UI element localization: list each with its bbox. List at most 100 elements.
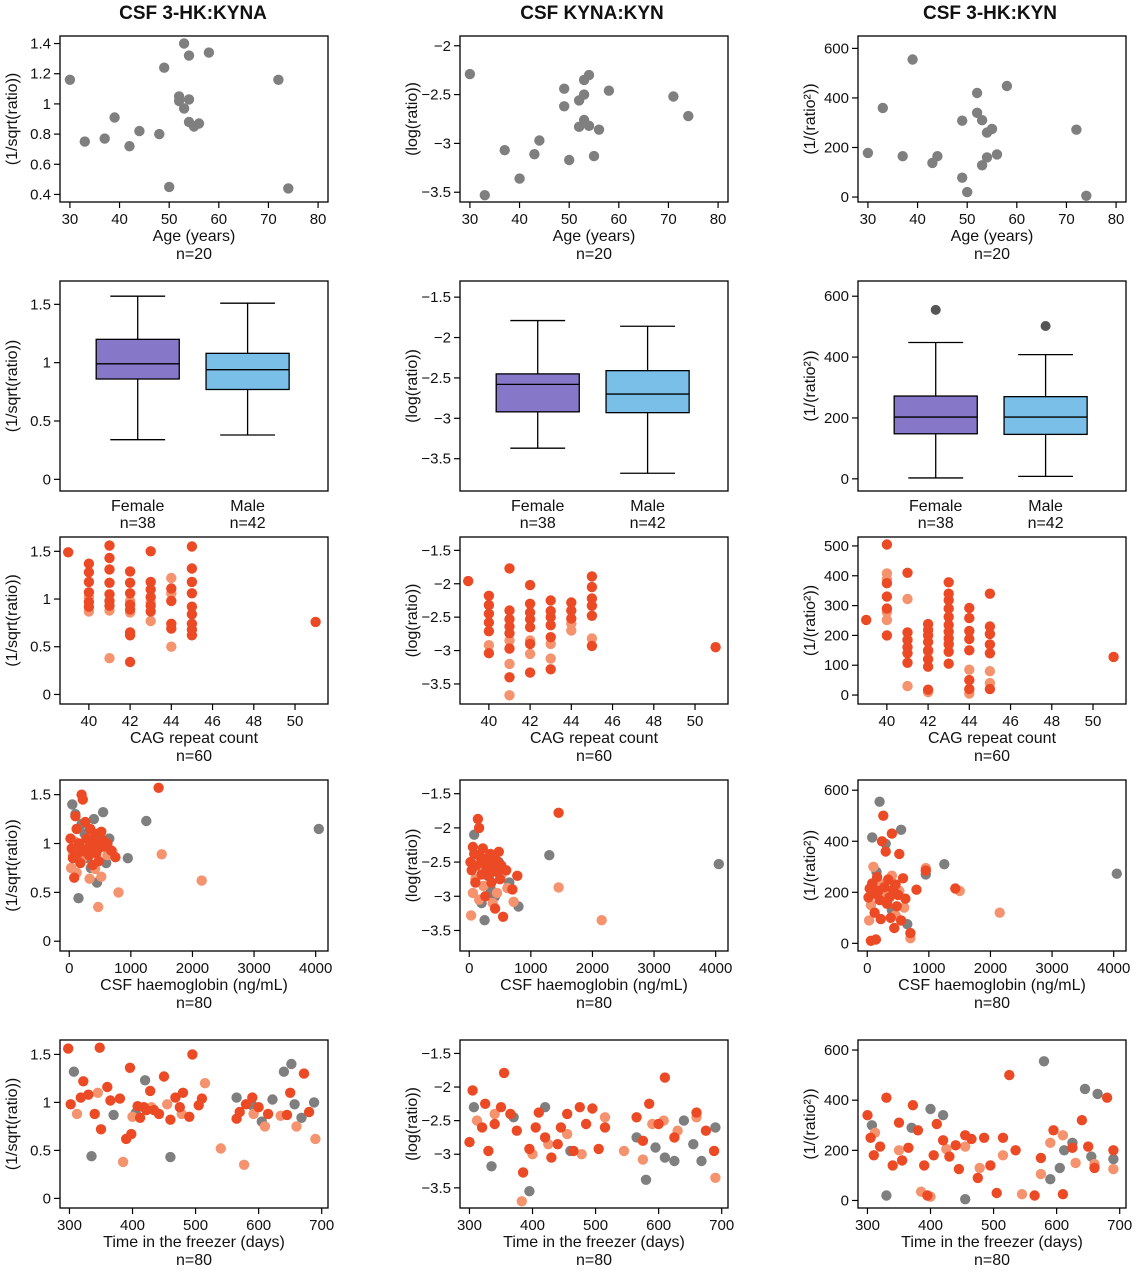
plot-frame (59, 35, 329, 203)
data-point (196, 1093, 208, 1104)
x-axis-label: CSF haemoglobin (ng/mL) (100, 977, 288, 994)
n-label: n=80 (176, 1252, 212, 1269)
outlier-point (1040, 321, 1051, 331)
data-point (1048, 1125, 1059, 1136)
x-tick-label: 700 (1107, 1217, 1132, 1234)
data-point (308, 1097, 320, 1108)
data-point (215, 1143, 226, 1154)
data-point (313, 823, 324, 835)
data-point (964, 602, 975, 614)
data-point (957, 172, 968, 183)
x-axis-label: Time in the freezer (days) (503, 1234, 685, 1251)
data-point (71, 823, 82, 835)
y-tick-label: 400 (824, 568, 849, 585)
y-tick-label: 400 (824, 1092, 849, 1109)
x-tick-label: 300 (457, 1217, 482, 1234)
data-point (480, 891, 491, 902)
data-point (678, 1115, 690, 1126)
data-point (184, 1111, 195, 1123)
y-tick-label: −2 (434, 820, 451, 837)
iqr-box (1003, 396, 1088, 436)
data-point (83, 567, 95, 578)
data-point (124, 566, 136, 577)
data-point (203, 47, 215, 58)
column-title-3hk-kyna: CSF 3-HK:KYNA (119, 3, 267, 24)
data-point (976, 160, 988, 171)
data-point (868, 1150, 879, 1161)
x-tick-label: 300 (57, 1217, 82, 1234)
y-tick-label: 200 (824, 1142, 849, 1159)
data-point (631, 1112, 642, 1123)
data-point (880, 846, 891, 857)
data-point (483, 599, 495, 611)
data-point (178, 103, 190, 114)
data-point (104, 540, 115, 551)
x-tick-label: 48 (645, 713, 662, 730)
data-point (114, 1093, 126, 1104)
data-point (126, 1128, 137, 1140)
plot-frame (459, 35, 729, 203)
data-point (1057, 1130, 1069, 1141)
y-tick-label: −1.5 (421, 289, 451, 306)
x-tick-label: 50 (561, 211, 578, 228)
data-point (1083, 1141, 1094, 1152)
data-point (102, 1081, 113, 1093)
data-point (1045, 1174, 1056, 1185)
data-point (566, 613, 577, 624)
data-point (922, 645, 934, 656)
data-point (881, 578, 893, 589)
data-point (953, 1163, 965, 1175)
x-axis-label: Age (years) (153, 228, 236, 245)
data-point (710, 1172, 721, 1184)
data-point (886, 828, 898, 839)
data-point (895, 824, 907, 835)
y-tick-label: 0 (43, 933, 51, 950)
n-label: n=80 (974, 1252, 1010, 1269)
data-point (1029, 1190, 1040, 1201)
data-point (141, 815, 152, 827)
data-point (174, 1102, 185, 1113)
x-tick-label: 400 (520, 1217, 545, 1234)
y-axis-label: (1/(ratio²)) (802, 83, 819, 154)
y-tick-label: −1.5 (421, 786, 451, 803)
data-point (281, 1109, 293, 1121)
data-point (173, 95, 185, 107)
data-point (984, 621, 996, 632)
x-tick-label: 48 (1043, 713, 1060, 730)
data-point (145, 584, 156, 595)
data-point (919, 1160, 930, 1171)
n-label: n=20 (974, 246, 1010, 263)
data-point (1108, 1153, 1119, 1165)
data-point (618, 1145, 630, 1157)
y-tick-label: 300 (824, 598, 849, 615)
data-point (562, 1108, 573, 1120)
data-point (1071, 124, 1082, 135)
data-point (483, 617, 495, 628)
y-tick-label: 100 (824, 657, 849, 674)
data-point (483, 648, 495, 659)
data-point (467, 1085, 478, 1096)
data-point (984, 628, 996, 640)
data-point (94, 1042, 105, 1053)
data-point (65, 833, 76, 844)
x-tick-label: 50 (959, 211, 976, 228)
y-tick-label: −3.5 (421, 184, 451, 201)
data-point (902, 648, 913, 659)
x-tick-label: 70 (1058, 211, 1075, 228)
data-point (1108, 1163, 1119, 1175)
column-title-3hk-kyn: CSF 3-HK:KYN (923, 3, 1057, 24)
data-point (196, 875, 207, 886)
data-point (83, 601, 95, 612)
data-point (234, 1106, 245, 1118)
data-point (166, 641, 177, 652)
data-point (533, 1107, 544, 1118)
data-point (238, 1159, 250, 1171)
y-tick-label: 1.5 (30, 1046, 51, 1063)
data-point (186, 609, 198, 620)
data-point (957, 115, 968, 126)
x-tick-label: 3000 (637, 960, 670, 977)
data-point (530, 1122, 541, 1133)
data-point (881, 614, 893, 626)
data-point (566, 597, 577, 608)
